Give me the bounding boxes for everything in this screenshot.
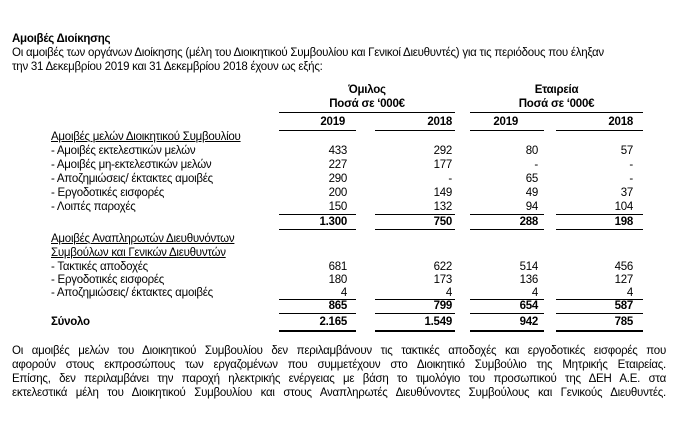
cell: 80 xyxy=(525,145,539,157)
cell: 292 xyxy=(433,145,453,157)
cell: 681 xyxy=(328,261,348,273)
section2-label-line-2: Συμβούλων και Γενικών Διευθυντών xyxy=(51,247,226,259)
cell: 785 xyxy=(614,316,634,328)
group-unit-company: Ποσά σε ‘000€ xyxy=(518,98,595,110)
cell: 750 xyxy=(433,216,453,228)
row-label: - Λοιπές παροχές xyxy=(51,201,136,213)
subtotal-rule xyxy=(279,214,356,215)
note-line-1: Οι αμοιβές μελών του Διοικητικού Συμβουλ… xyxy=(12,345,666,357)
row-label: - Τακτικές αποδοχές xyxy=(51,261,148,273)
cell: 1.300 xyxy=(319,216,347,228)
cell: 4 xyxy=(626,287,633,299)
intro-line-1: Οι αμοιβές των οργάνων Διοίκησης (μέλη τ… xyxy=(12,47,604,59)
total-rule xyxy=(556,313,643,314)
cell: 132 xyxy=(433,201,453,213)
subtotal-rule xyxy=(556,229,643,230)
cell: 4 xyxy=(531,287,538,299)
cell: - xyxy=(629,159,633,171)
group-header-group: Όμιλος xyxy=(348,84,386,96)
cell: 37 xyxy=(620,187,634,199)
total-double-rule xyxy=(279,330,356,332)
cell: 173 xyxy=(433,274,453,286)
cell: 942 xyxy=(519,316,539,328)
year-header: 2018 xyxy=(427,116,452,128)
cell: 94 xyxy=(525,201,539,213)
group-unit-group: Ποσά σε ‘000€ xyxy=(329,98,405,110)
row-label: - Εργοδοτικές εισφορές xyxy=(51,274,165,286)
year-rule xyxy=(470,130,544,131)
cell: 49 xyxy=(525,187,539,199)
note-line-3: Επίσης, δεν περιλαμβάνει την παροχή ηλεκ… xyxy=(12,373,666,385)
cell: 290 xyxy=(328,173,348,185)
row-label: - Αμοιβές μη-εκτελεστικών μελών xyxy=(51,159,212,171)
total-double-rule xyxy=(556,330,643,332)
note-line-4: εκτελεστικά μέλη του Διοικητικού Συμβουλ… xyxy=(12,387,666,399)
note-line-2: αφορούν στους εκπροσώπους των εργαζομένω… xyxy=(12,359,666,371)
cell: 149 xyxy=(433,187,453,199)
total-double-rule xyxy=(470,330,544,332)
year-header: 2019 xyxy=(493,116,518,128)
total-double-rule xyxy=(375,330,455,332)
cell: - xyxy=(534,159,538,171)
total-label: Σύνολο xyxy=(51,316,90,328)
subtotal-rule xyxy=(279,299,356,300)
cell: - xyxy=(448,173,452,185)
section2-label-line-1: Αμοιβές Αναπληρωτών Διευθυνόντων xyxy=(51,233,235,245)
subtotal-rule xyxy=(375,229,455,230)
subtotal-rule xyxy=(470,214,544,215)
cell: 200 xyxy=(328,187,348,199)
header-rule xyxy=(279,112,455,113)
subtotal-rule xyxy=(375,214,455,215)
row-label: - Αμοιβές εκτελεστικών μελών xyxy=(51,145,196,157)
cell: 127 xyxy=(614,274,634,286)
total-rule xyxy=(279,313,356,314)
row-label: - Αποζημιώσεις/ έκτακτες αμοιβές xyxy=(51,287,213,299)
cell: 177 xyxy=(433,159,453,171)
total-rule xyxy=(375,313,455,314)
subtotal-rule xyxy=(470,229,544,230)
year-header: 2019 xyxy=(320,116,345,128)
cell: 865 xyxy=(328,300,348,312)
cell: 654 xyxy=(519,300,539,312)
cell: - xyxy=(629,173,633,185)
cell: 4 xyxy=(340,287,347,299)
subtotal-rule xyxy=(279,229,356,230)
header-rule xyxy=(470,112,643,113)
cell: 136 xyxy=(519,274,539,286)
cell: 4 xyxy=(445,287,452,299)
cell: 587 xyxy=(614,300,634,312)
cell: 514 xyxy=(519,261,539,273)
cell: 288 xyxy=(519,216,539,228)
cell: 104 xyxy=(614,201,634,213)
group-header-company: Εταιρεία xyxy=(534,84,579,96)
intro-line-2: την 31 Δεκεμβρίου 2019 και 31 Δεκεμβρίου… xyxy=(12,61,323,73)
subtotal-rule xyxy=(470,299,544,300)
cell: 180 xyxy=(328,274,348,286)
row-label: - Αποζημιώσεις/ έκτακτες αμοιβές xyxy=(51,173,213,185)
cell: 150 xyxy=(328,201,348,213)
cell: 2.165 xyxy=(319,316,347,328)
row-label: - Εργοδοτικές εισφορές xyxy=(51,187,165,199)
section-title: Αμοιβές Διοίκησης xyxy=(12,33,111,45)
cell: 1.549 xyxy=(424,316,452,328)
subtotal-rule xyxy=(556,214,643,215)
year-rule xyxy=(556,130,643,131)
cell: 65 xyxy=(525,173,539,185)
subtotal-rule xyxy=(375,299,455,300)
year-header: 2018 xyxy=(608,116,633,128)
cell: 227 xyxy=(328,159,348,171)
cell: 799 xyxy=(433,300,453,312)
year-rule xyxy=(279,130,356,131)
year-rule xyxy=(375,130,455,131)
section1-label: Αμοιβές μελών Διοικητικού Συμβουλίου xyxy=(51,131,241,143)
cell: 622 xyxy=(433,261,453,273)
cell: 433 xyxy=(328,145,348,157)
subtotal-rule xyxy=(556,299,643,300)
cell: 198 xyxy=(614,216,634,228)
total-rule xyxy=(470,313,544,314)
cell: 456 xyxy=(614,261,634,273)
cell: 57 xyxy=(620,145,634,157)
